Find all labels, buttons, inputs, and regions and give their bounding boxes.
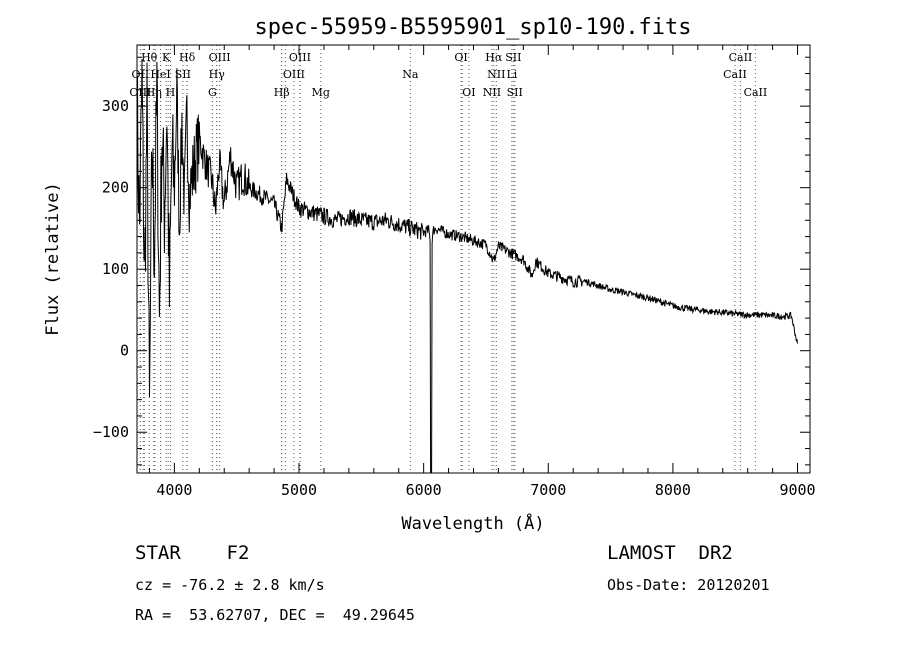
line-label-8: Hδ bbox=[179, 51, 196, 64]
y-tick-label--100: −100 bbox=[93, 423, 129, 441]
y-tick-label-0: 0 bbox=[120, 342, 129, 360]
line-label-27: CaII bbox=[744, 86, 768, 99]
x-axis-label: Wavelength (Å) bbox=[401, 512, 544, 534]
line-label-21: NII bbox=[487, 68, 505, 81]
line-label-23: NII bbox=[483, 86, 501, 99]
y-axis-label: Flux (relative) bbox=[43, 182, 63, 336]
line-label-13: OIII bbox=[283, 68, 305, 81]
emission-line-labels: Hθ OII OIII K HeI Hη SII H Hδ OIII Hγ G OIII OIII Hβ Mg… bbox=[129, 51, 767, 99]
object-class: STAR F2 bbox=[135, 542, 250, 564]
line-label-16: Na bbox=[402, 68, 419, 81]
observation-date: Obs-Date: 20120201 bbox=[607, 576, 770, 594]
y-axis-ticks: −100 0 100 200 300 bbox=[93, 56, 810, 466]
line-label-17: OI bbox=[454, 51, 467, 64]
line-label-20: SII bbox=[505, 51, 521, 64]
plot-frame bbox=[136, 44, 811, 474]
y-tick-label-200: 200 bbox=[102, 179, 129, 197]
line-label-24: SII bbox=[507, 86, 523, 99]
emission-line-markers bbox=[139, 45, 756, 473]
x-tick-label-8000: 8000 bbox=[655, 481, 691, 499]
spectrum-series bbox=[136, 59, 798, 474]
line-label-1: OII bbox=[132, 68, 150, 81]
line-label-7: H bbox=[166, 86, 176, 99]
redshift-velocity: cz = -76.2 ± 2.8 km/s bbox=[135, 576, 325, 594]
line-label-22: Li bbox=[506, 68, 517, 81]
line-label-14: Hβ bbox=[274, 86, 290, 99]
line-label-15: Mg bbox=[312, 86, 330, 99]
line-label-25: CaII bbox=[729, 51, 753, 64]
chart-title: spec-55959-B5595901_sp10-190.fits bbox=[254, 15, 691, 40]
line-label-9: OIII bbox=[209, 51, 231, 64]
line-label-12: OIII bbox=[289, 51, 311, 64]
x-tick-label-7000: 7000 bbox=[530, 481, 566, 499]
line-label-10: Hγ bbox=[209, 68, 226, 81]
y-tick-label-300: 300 bbox=[102, 97, 129, 115]
line-label-11: G bbox=[208, 86, 217, 99]
line-label-6: SII bbox=[175, 68, 191, 81]
line-label-4: HeI bbox=[150, 68, 170, 81]
line-label-2: OIII bbox=[129, 86, 151, 99]
x-tick-label-4000: 4000 bbox=[156, 481, 192, 499]
sky-coordinates: RA = 53.62707, DEC = 49.29645 bbox=[135, 606, 415, 624]
x-tick-label-6000: 6000 bbox=[406, 481, 442, 499]
line-label-0: Hθ bbox=[141, 51, 158, 64]
survey-name: LAMOST DR2 bbox=[607, 542, 733, 564]
line-label-5: Hη bbox=[146, 86, 162, 99]
line-label-26: CaII bbox=[723, 68, 747, 81]
line-label-3: K bbox=[162, 51, 171, 64]
x-axis-ticks: 4000 5000 6000 7000 8000 9000 bbox=[148, 45, 816, 499]
line-label-18: OI bbox=[462, 86, 475, 99]
x-tick-label-5000: 5000 bbox=[281, 481, 317, 499]
spectrum-line bbox=[136, 59, 798, 474]
x-tick-label-9000: 9000 bbox=[779, 481, 815, 499]
y-tick-label-100: 100 bbox=[102, 260, 129, 278]
line-label-19: Hα bbox=[485, 51, 503, 64]
